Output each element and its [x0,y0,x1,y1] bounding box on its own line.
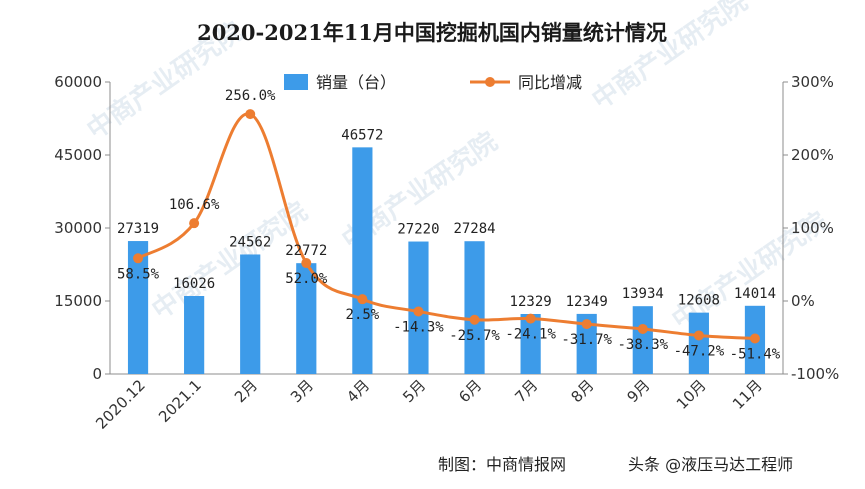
bar-10 [688,312,709,374]
footer-source: 制图：中商情报网 [438,455,566,474]
right-tick-label-2: 100% [791,219,834,237]
yoy-label-3: 52.0% [285,271,328,287]
yoy-point-1 [189,218,200,229]
legend-swatch-sales [284,74,308,90]
bar-label-7: 12329 [510,294,552,310]
yoy-point-3 [301,258,312,269]
left-tick-label-4: 60000 [54,73,102,91]
bar-series [127,147,766,374]
x-tick-label-0: 2020.12 [92,376,149,433]
legend-marker-yoy [485,77,495,87]
chart-title: 2020-2021年11月中国挖掘机国内销量统计情况 [197,20,667,45]
bar-label-11: 14014 [734,286,776,302]
legend-label-sales: 销量（台） [316,73,396,92]
right-tick-label-0: -100% [791,365,839,383]
axes: 0 15000 30000 45000 60000 -100% 0% 100% 200% 300%… [54,73,839,433]
bar-label-9: 13934 [622,286,664,302]
bar-label-3: 22772 [285,243,327,259]
yoy-line-path [137,112,756,341]
bar-0 [127,241,149,374]
yoy-label-0: 58.5% [117,266,160,282]
yoy-label-4: 2.5% [346,307,380,323]
x-tick-label-6: 6月 [455,376,485,406]
yoy-label-6: -25.7% [449,328,500,344]
right-tick-label-1: 0% [791,292,815,310]
left-tick-label-0: 0 [92,365,102,383]
bar-label-2: 24562 [229,234,271,250]
yoy-point-6 [469,314,480,325]
yoy-point-2 [245,109,256,120]
watermark-2: 中商产业研究院 [586,0,753,116]
bar-9 [632,306,653,374]
data-labels: 27319 16026 24562 22772 46572 27220 27284 12329… [117,88,781,362]
bar-4 [352,147,373,374]
yoy-point-9 [637,323,648,334]
legend: 销量（台） 同比增减 [284,73,582,92]
bar-label-6: 27284 [453,221,495,237]
yoy-label-1: 106.6% [169,197,220,213]
yoy-label-11: -51.4% [730,347,781,363]
yoy-label-9: -38.3% [618,337,669,353]
yoy-label-10: -47.2% [674,343,725,359]
yoy-label-2: 256.0% [225,88,276,104]
yoy-point-0 [133,253,144,264]
yoy-point-4 [357,294,368,305]
bar-7 [520,313,541,374]
x-tick-label-5: 5月 [399,376,429,406]
bar-label-10: 12608 [678,293,720,309]
bar-label-8: 12349 [566,294,608,310]
yoy-point-11 [749,333,760,344]
yoy-point-10 [693,330,704,341]
x-tick-label-4: 4月 [343,376,373,406]
x-tick-label-11: 11月 [729,376,766,413]
x-tick-label-3: 3月 [287,376,317,406]
bar-2 [240,254,261,374]
footer-credit: 头条 @液压马达工程师 [628,455,793,474]
x-tick-label-1: 2021.1 [155,376,205,426]
yoy-point-7 [525,313,536,324]
x-tick-label-8: 8月 [567,376,597,406]
left-tick-label-3: 45000 [54,146,102,164]
left-tick-label-2: 30000 [54,219,102,237]
bar-8 [576,313,597,374]
bar-3 [296,263,317,374]
bar-label-5: 27220 [397,222,439,238]
bar-label-0: 27319 [117,221,159,237]
bar-1 [184,296,205,374]
right-tick-label-3: 200% [791,146,834,164]
legend-label-yoy: 同比增减 [518,73,582,92]
yoy-label-8: -31.7% [561,332,612,348]
x-tick-label-7: 7月 [511,376,541,406]
right-tick-label-4: 300% [791,73,834,91]
left-tick-label-1: 15000 [54,292,102,310]
bar-label-1: 16026 [173,276,215,292]
yoy-point-8 [581,319,592,330]
x-tick-label-9: 9月 [624,376,654,406]
line-series [133,109,760,344]
yoy-point-5 [413,306,424,317]
yoy-label-7: -24.1% [505,327,556,343]
x-tick-label-10: 10月 [673,376,710,413]
yoy-label-5: -14.3% [393,319,444,335]
bar-6 [464,241,485,374]
bar-label-4: 46572 [341,127,383,143]
x-tick-label-2: 2月 [231,376,261,406]
